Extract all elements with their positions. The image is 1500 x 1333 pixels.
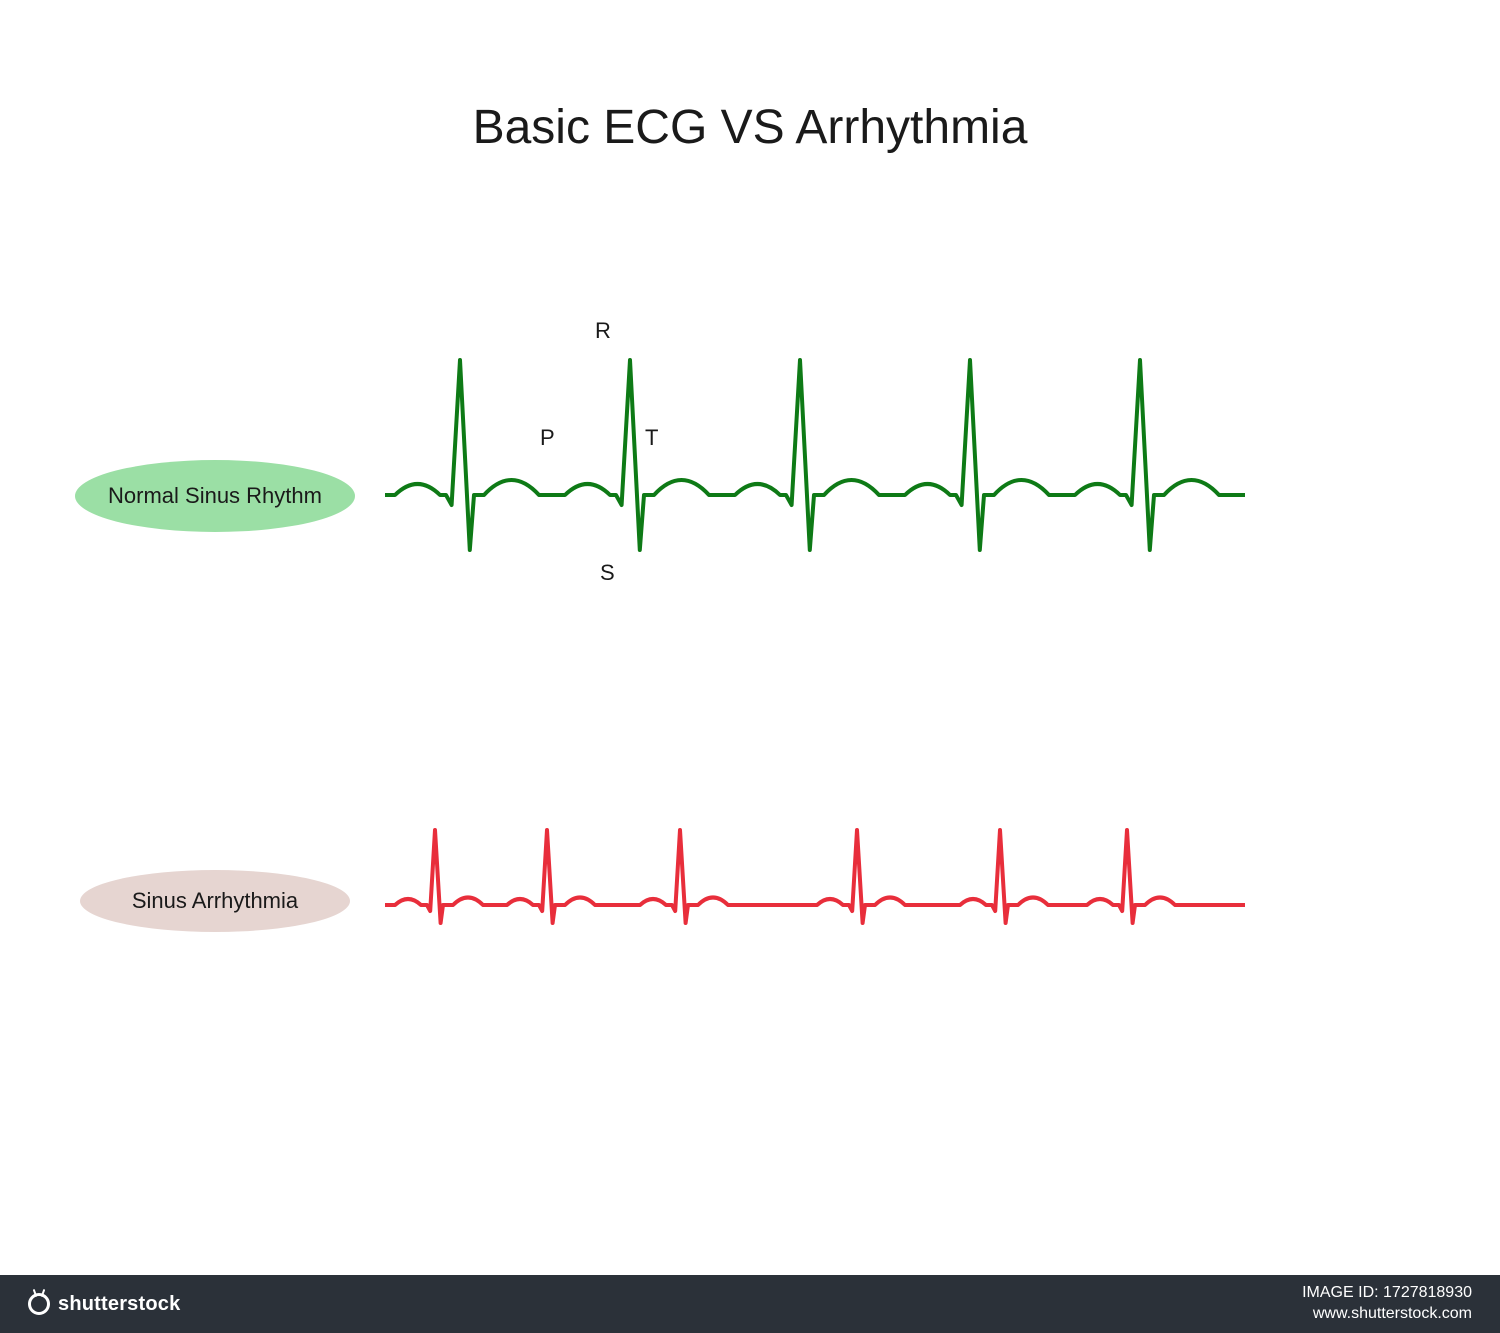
waveform-arrhythmia-svg — [385, 810, 1245, 990]
waveform-normal: R P T S — [385, 330, 1245, 620]
waveform-normal-svg — [385, 330, 1245, 620]
footer-image-id-label: IMAGE ID: — [1302, 1284, 1378, 1301]
anno-P: P — [540, 425, 555, 451]
footer-image-id: 1727818930 — [1383, 1284, 1472, 1301]
footer-bar: shutterstock IMAGE ID: 1727818930 www.sh… — [0, 1275, 1500, 1333]
shutterstock-icon — [28, 1293, 50, 1315]
footer-meta: IMAGE ID: 1727818930 www.shutterstock.co… — [1302, 1283, 1472, 1325]
footer-logo: shutterstock — [28, 1293, 180, 1316]
waveform-arrhythmia — [385, 810, 1245, 990]
label-sinus-arrhythmia-text: Sinus Arrhythmia — [132, 888, 298, 914]
footer-url: www.shutterstock.com — [1302, 1304, 1472, 1325]
footer-logo-text: shutterstock — [58, 1293, 180, 1316]
anno-T: T — [645, 425, 658, 451]
label-normal-sinus-text: Normal Sinus Rhythm — [108, 483, 322, 509]
label-normal-sinus: Normal Sinus Rhythm — [75, 460, 355, 532]
anno-S: S — [600, 560, 615, 586]
anno-R: R — [595, 318, 611, 344]
diagram-title: Basic ECG VS Arrhythmia — [473, 100, 1028, 155]
label-sinus-arrhythmia: Sinus Arrhythmia — [80, 870, 350, 932]
